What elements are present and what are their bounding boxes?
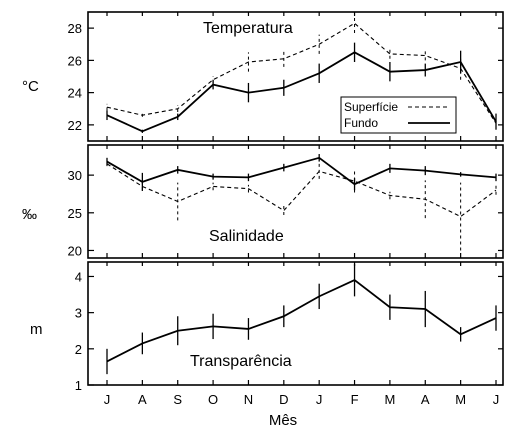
plot-frame-salinity	[87, 144, 504, 259]
y-tick-label-transparency: 2	[75, 342, 82, 357]
x-tick-label: O	[208, 392, 218, 407]
panel-title-salinity: Salinidade	[209, 228, 284, 245]
plot-frame-temperature	[87, 11, 504, 142]
salinity-panel: 20 25 30	[68, 144, 504, 259]
y-tick-label-temperature: 24	[68, 86, 82, 101]
y-tick-label-transparency: 1	[75, 378, 82, 393]
series-line-fundo-transparency	[106, 279, 497, 363]
legend-label-fundo: Fundo	[344, 116, 378, 130]
y-axis-label-transparency: m	[30, 321, 43, 338]
x-tick-label: J	[493, 392, 500, 407]
legend-label-superficie: Superfície	[344, 100, 398, 114]
y-axis-label-temperature: °C	[22, 78, 39, 95]
x-tick-label: S	[173, 392, 182, 407]
series-line-superfcie-temperature	[106, 22, 497, 124]
y-tick-label-transparency: 4	[75, 269, 82, 284]
y-tick-label-transparency: 3	[75, 306, 82, 321]
x-tick-label: D	[279, 392, 288, 407]
y-tick-label-temperature: 22	[68, 118, 82, 133]
x-tick-label: N	[244, 392, 253, 407]
panel-title-temperature: Temperatura	[203, 20, 293, 37]
y-tick-label-salinity: 30	[68, 168, 82, 183]
plot-frame-transparency	[87, 261, 504, 386]
y-axis-label-salinity: ‰	[22, 206, 37, 223]
series-line-fundo-temperature	[106, 51, 497, 133]
series-line-fundo-salinity	[106, 156, 497, 186]
temperature-panel: 22 24 26 28	[68, 11, 504, 142]
y-tick-label-salinity: 25	[68, 206, 82, 221]
x-tick-label: A	[421, 392, 430, 407]
x-axis-label: Mês	[269, 412, 297, 429]
panel-title-transparency: Transparência	[190, 353, 292, 370]
x-tick-label: J	[104, 392, 111, 407]
x-tick-label: A	[138, 392, 147, 407]
transparency-panel: 1 2 3 4 J A S O N D J F M A M J	[75, 261, 504, 407]
y-tick-label-temperature: 26	[68, 53, 82, 68]
y-tick-label-salinity: 20	[68, 243, 82, 258]
x-tick-label: F	[351, 392, 359, 407]
y-tick-label-temperature: 28	[68, 21, 82, 36]
x-tick-label: M	[384, 392, 395, 407]
series-line-superfcie-salinity	[106, 163, 497, 218]
legend-box	[340, 96, 457, 134]
x-tick-label: M	[455, 392, 466, 407]
legend: Superfície Fundo	[340, 96, 457, 134]
x-tick-label: J	[316, 392, 323, 407]
